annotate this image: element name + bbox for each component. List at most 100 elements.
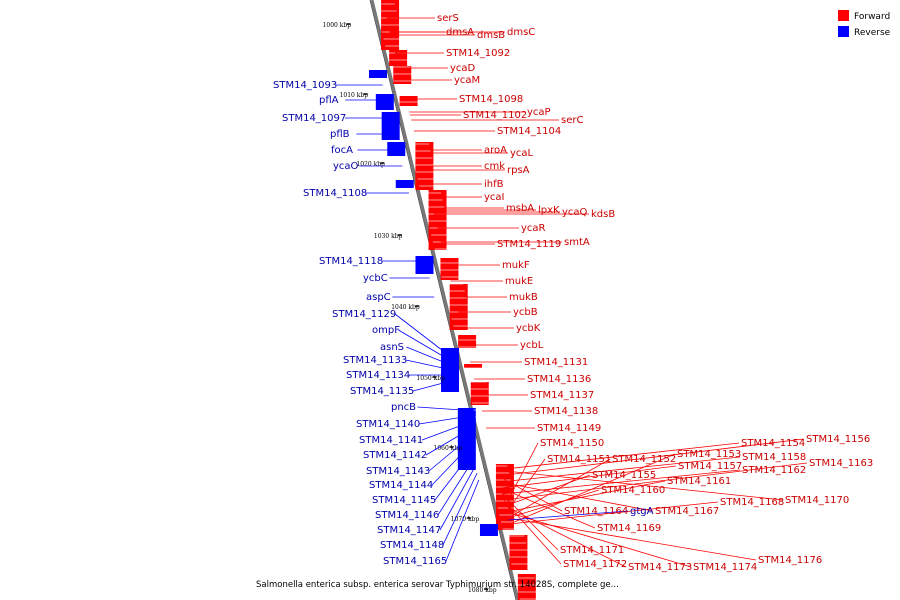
gene-label-ycbC[interactable]: ycbC (363, 273, 388, 284)
gene-label-ompF[interactable]: ompF (372, 325, 400, 336)
forward-gene-block (393, 66, 412, 84)
reverse-gene-block (395, 180, 414, 188)
gene-label-STM14_1102[interactable]: STM14_1102 (463, 110, 527, 121)
reverse-leader-line (428, 437, 469, 472)
reverse-leader-line (439, 465, 476, 531)
gene-label-STM14_1143[interactable]: STM14_1143 (366, 466, 430, 477)
gene-label-lpxK[interactable]: lpxK (538, 205, 560, 216)
gene-label-focA[interactable]: focA (331, 145, 353, 156)
gene-label-STM14_1131[interactable]: STM14_1131 (524, 357, 588, 368)
gene-label-STM14_1168[interactable]: STM14_1168 (720, 497, 784, 508)
forward-leader-line (500, 487, 596, 529)
gene-label-STM14_1137[interactable]: STM14_1137 (530, 390, 594, 401)
gene-label-STM14_1098[interactable]: STM14_1098 (459, 94, 523, 105)
gene-label-dmsC[interactable]: dmsC (507, 27, 535, 38)
gene-label-STM14_1150[interactable]: STM14_1150 (540, 438, 604, 449)
reverse-leader-line (405, 359, 453, 371)
gene-label-rpsA[interactable]: rpsA (507, 165, 530, 176)
gene-label-STM14_1135[interactable]: STM14_1135 (350, 386, 414, 397)
gene-label-ycaQ[interactable]: ycaQ (562, 207, 588, 218)
gene-label-STM14_1167[interactable]: STM14_1167 (655, 506, 719, 517)
gene-label-pflA[interactable]: pflA (319, 95, 339, 106)
gene-label-STM14_1142[interactable]: STM14_1142 (363, 450, 427, 461)
gene-label-ycaR[interactable]: ycaR (521, 223, 546, 234)
gene-label-ycbB[interactable]: ycbB (513, 307, 538, 318)
gene-label-ycaD[interactable]: ycaD (450, 63, 476, 74)
gene-label-dmsB[interactable]: dmsB (477, 30, 505, 41)
gene-label-ycaI[interactable]: ycaI (484, 192, 505, 203)
gene-label-STM14_1158[interactable]: STM14_1158 (742, 452, 806, 463)
gene-label-STM14_1104[interactable]: STM14_1104 (497, 126, 561, 137)
gene-label-STM14_1176[interactable]: STM14_1176 (758, 555, 822, 566)
gene-label-STM14_1134[interactable]: STM14_1134 (346, 370, 410, 381)
gene-label-ycaO[interactable]: ycaO (333, 161, 359, 172)
gene-label-STM14_1119[interactable]: STM14_1119 (497, 239, 561, 250)
gene-label-ycaL[interactable]: ycaL (510, 148, 534, 159)
gene-label-STM14_1138[interactable]: STM14_1138 (534, 406, 598, 417)
gene-label-STM14_1153[interactable]: STM14_1153 (677, 449, 741, 460)
gene-label-STM14_1141[interactable]: STM14_1141 (359, 435, 423, 446)
gene-label-STM14_1173[interactable]: STM14_1173 (628, 562, 692, 573)
gene-label-STM14_1155[interactable]: STM14_1155 (592, 470, 656, 481)
gene-label-mukE[interactable]: mukE (505, 276, 533, 287)
gene-label-STM14_1133[interactable]: STM14_1133 (343, 355, 407, 366)
gene-label-STM14_1170[interactable]: STM14_1170 (785, 495, 849, 506)
gene-label-dmsA[interactable]: dmsA (446, 27, 474, 38)
gene-label-STM14_1093[interactable]: STM14_1093 (273, 80, 337, 91)
gene-label-ycaP[interactable]: ycaP (527, 107, 551, 118)
kbp-label: 1000 kbp (323, 22, 352, 29)
gene-label-serC[interactable]: serC (561, 115, 583, 126)
gene-label-STM14_1169[interactable]: STM14_1169 (597, 523, 661, 534)
gene-label-smtA[interactable]: smtA (564, 237, 590, 248)
forward-leader-line (504, 442, 539, 507)
gene-label-STM14_1145[interactable]: STM14_1145 (372, 495, 436, 506)
gene-label-STM14_1154[interactable]: STM14_1154 (741, 438, 805, 449)
gene-label-STM14_1136[interactable]: STM14_1136 (527, 374, 591, 385)
gene-label-STM14_1152[interactable]: STM14_1152 (612, 454, 676, 465)
gene-label-aroA[interactable]: aroA (484, 145, 507, 156)
gene-label-ihfB[interactable]: ihfB (484, 179, 504, 190)
gene-label-STM14_1174[interactable]: STM14_1174 (693, 562, 757, 573)
gene-label-STM14_1161[interactable]: STM14_1161 (667, 476, 731, 487)
gene-label-STM14_1165[interactable]: STM14_1165 (383, 556, 447, 567)
gene-label-STM14_1163[interactable]: STM14_1163 (809, 458, 873, 469)
gene-label-STM14_1172[interactable]: STM14_1172 (563, 559, 627, 570)
gene-label-asnS[interactable]: asnS (380, 342, 404, 353)
gene-label-STM14_1151[interactable]: STM14_1151 (547, 454, 611, 465)
forward-leader-line (506, 511, 692, 568)
gene-label-serS[interactable]: serS (437, 13, 459, 24)
gene-label-STM14_1097[interactable]: STM14_1097 (282, 113, 346, 124)
gene-label-ycbL[interactable]: ycbL (520, 340, 544, 351)
gene-label-STM14_1149[interactable]: STM14_1149 (537, 423, 601, 434)
gene-label-STM14_1157[interactable]: STM14_1157 (678, 461, 742, 472)
gene-label-mukB[interactable]: mukB (509, 292, 538, 303)
gene-label-STM14_1171[interactable]: STM14_1171 (560, 545, 624, 556)
gene-label-aspC[interactable]: aspC (366, 292, 391, 303)
gene-label-STM14_1156[interactable]: STM14_1156 (806, 434, 870, 445)
gene-label-STM14_1092[interactable]: STM14_1092 (446, 48, 510, 59)
legend-forward-label: Forward (854, 12, 890, 22)
gene-label-ycbK[interactable]: ycbK (516, 323, 541, 334)
gene-label-cmk[interactable]: cmk (484, 161, 505, 172)
gene-label-STM14_1129[interactable]: STM14_1129 (332, 309, 396, 320)
gene-label-STM14_1146[interactable]: STM14_1146 (375, 510, 439, 521)
gene-label-mukF[interactable]: mukF (502, 260, 530, 271)
gene-label-msbA[interactable]: msbA (506, 203, 534, 214)
gene-label-STM14_1164[interactable]: STM14_1164 (564, 506, 628, 517)
gene-label-STM14_1162[interactable]: STM14_1162 (742, 465, 806, 476)
gene-label-STM14_1140[interactable]: STM14_1140 (356, 419, 420, 430)
gene-label-STM14_1148[interactable]: STM14_1148 (380, 540, 444, 551)
forward-leader-line (509, 501, 719, 525)
gene-label-kdsB[interactable]: kdsB (591, 209, 615, 220)
kbp-label: 1070 kbp (451, 516, 480, 523)
gene-label-pflB[interactable]: pflB (330, 129, 350, 140)
gene-label-pncB[interactable]: pncB (391, 402, 416, 413)
gene-label-STM14_1147[interactable]: STM14_1147 (377, 525, 441, 536)
gene-label-gtgA[interactable]: gtgA (630, 506, 654, 517)
gene-label-ycaM[interactable]: ycaM (454, 75, 480, 86)
gene-label-STM14_1160[interactable]: STM14_1160 (601, 485, 665, 496)
gene-label-STM14_1108[interactable]: STM14_1108 (303, 188, 367, 199)
gene-label-STM14_1144[interactable]: STM14_1144 (369, 480, 433, 491)
gene-label-STM14_1118[interactable]: STM14_1118 (319, 256, 383, 267)
